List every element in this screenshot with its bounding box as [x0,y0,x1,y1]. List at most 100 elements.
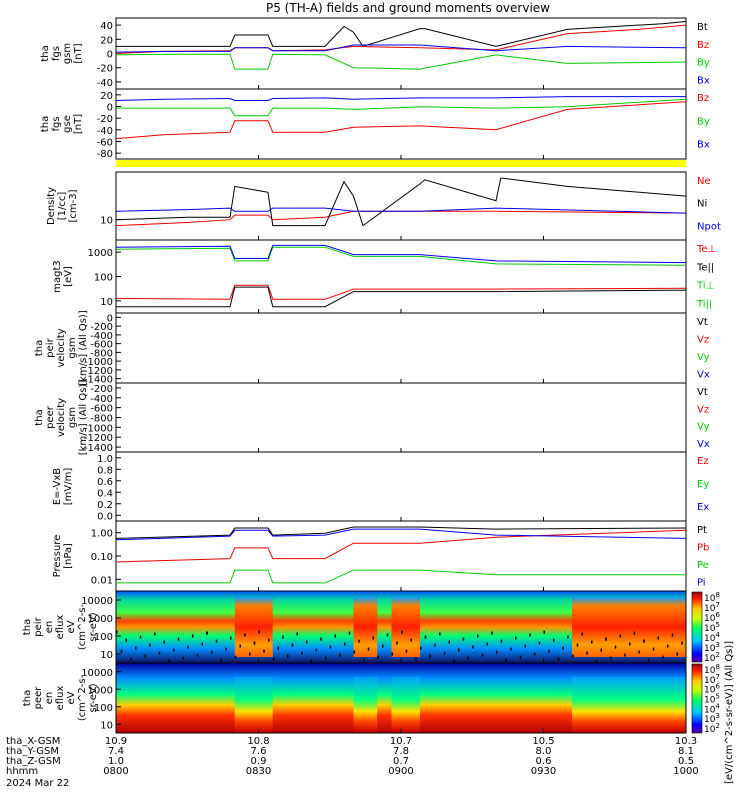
noise-speckle [586,651,588,655]
spectrogram-intense-band [572,597,686,657]
noise-speckle [120,649,123,653]
date-label: 2024 Mar 22 [6,778,69,789]
y-tick-label: 1000 [88,248,113,259]
noise-speckle [225,647,227,651]
noise-speckle [543,630,545,634]
x-axis-value: 7.4 [108,746,124,757]
panel-frame [115,382,687,453]
x-axis-value: 7.8 [393,746,409,757]
noise-speckle [496,650,498,654]
noise-speckle [163,640,165,644]
y-tick-label: -20 [97,64,113,75]
legend-entry: Bx [697,140,710,151]
panel-frame [115,17,687,90]
legend-entry: Ne [697,176,711,187]
y-axis-label: [km/s] (All Qs)] [78,380,89,456]
legend-entry: Te⊥ [696,244,716,255]
noise-speckle [339,653,341,657]
y-axis-label: velocity [56,328,67,367]
panel-fgs-gsm: 40 20 0 -20 -40 tha fgs gsm [nT] Bt Bz By Bx [40,17,710,90]
y-tick-label: 20 [100,91,113,102]
noise-speckle [353,650,355,654]
panel-frame [115,88,687,160]
noise-speckle [220,658,222,662]
y-axis-label: peer [45,405,56,429]
series-line-Ti⊥ [115,246,687,266]
noise-speckle [638,650,640,654]
legend-entry: Ez [697,456,709,467]
y-tick-label: 1000 [88,614,113,625]
legend-entry: Vx [697,370,710,381]
legend-entry: Vy [697,422,710,433]
y-axis-label: [nT] [73,114,84,134]
noise-speckle [581,632,583,636]
noise-speckle [534,652,536,656]
noise-speckle [405,649,408,653]
y-tick-label: 0.8 [97,465,113,476]
noise-speckle [500,639,503,643]
x-axis-value: 10.7 [390,736,412,747]
y-tick-label: -20 [97,114,113,125]
y-axis-label: eV [66,691,77,704]
y-axis-label: sr-eV) [88,612,99,641]
noise-speckle [538,641,541,645]
spectrogram-intense-band [353,597,378,657]
noise-speckle [296,632,298,636]
noise-speckle [230,636,232,640]
legend-entry: Vt [697,317,708,328]
legend-entry: Pb [697,543,709,554]
y-tick-label: 100 [94,703,113,714]
y-tick-label: -40 [97,126,113,137]
y-axis-label: (cm^2-s- [77,674,88,721]
noise-speckle [268,638,270,642]
y-tick-label: -60 [97,138,113,149]
noise-speckle [453,659,455,663]
noise-speckle [443,651,446,655]
noise-speckle [310,659,313,663]
x-axis-value: 10.5 [532,736,554,747]
noise-speckle [344,642,346,646]
series-line-Npot [115,207,687,214]
noise-speckle [301,651,303,655]
series-line-Bz [115,101,687,140]
noise-speckle [681,641,683,645]
series-line-Te⊥ [115,284,687,300]
noise-speckle [519,655,522,659]
legend-entry: Bt [697,22,708,33]
noise-speckle [206,631,208,635]
noise-speckle [244,633,246,637]
x-axis-value: 7.6 [251,746,267,757]
noise-speckle [348,631,351,635]
y-axis-label: tha [22,619,33,635]
noise-speckle [600,648,602,652]
y-tick-label: -600 [90,404,113,415]
noise-speckle [139,635,142,639]
noise-speckle [671,633,674,637]
panel-frame [115,239,687,314]
noise-speckle [177,637,180,641]
series-line-Ni [115,177,687,227]
legend-entry: Ti⊥ [696,281,714,292]
legend-entry: Pt [697,525,707,536]
noise-speckle [505,658,507,662]
noise-speckle [372,636,374,640]
y-tick-label: 0 [107,103,113,114]
series-line-Bz [115,24,687,54]
y-tick-label: 0.2 [97,500,113,511]
x-axis-value: 0.7 [393,756,409,767]
y-tick-label: -1200 [84,433,113,444]
series-line-Pb [115,529,687,563]
noise-speckle [315,648,317,652]
noise-speckle [462,637,465,641]
y-axis-label: tha [40,116,51,132]
y-axis-label: [km/s] (All Qs)] [78,310,89,386]
noise-speckle [605,637,607,641]
series-line-By [115,53,687,70]
series-line-Pi [115,528,687,541]
noise-speckle [572,654,574,658]
y-axis-label: peer [33,686,44,710]
noise-speckle [448,640,450,644]
y-tick-label: 10000 [81,668,113,679]
series-line-Pe [116,569,686,584]
